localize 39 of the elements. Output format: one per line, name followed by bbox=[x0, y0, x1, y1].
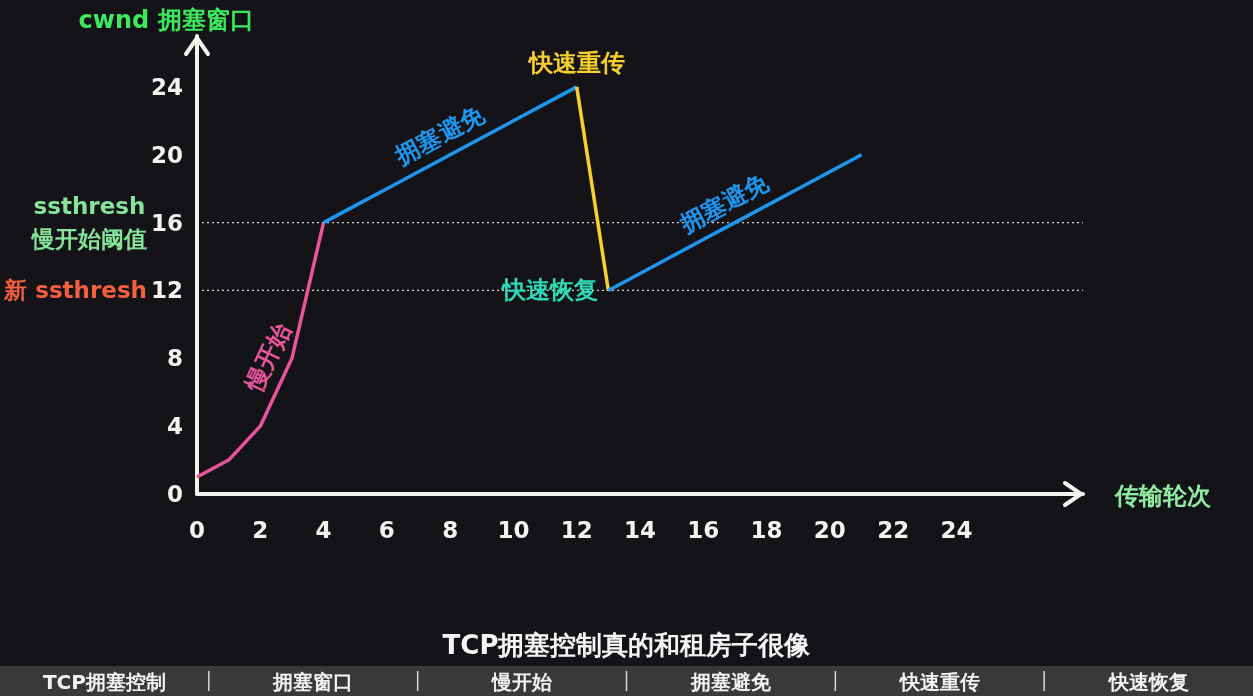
ref-line-label: ssthresh 慢开始阈值 bbox=[30, 193, 147, 253]
annotation: 快速恢复 bbox=[500, 276, 599, 305]
text: 拥塞避免 bbox=[389, 99, 490, 171]
ref-line-label: 新 ssthresh bbox=[3, 277, 147, 304]
x-axis-title: 传输轮次 bbox=[1114, 482, 1212, 510]
y-tick-label: 12 bbox=[150, 277, 183, 304]
line-series bbox=[321, 85, 579, 225]
x-tick-label: 22 bbox=[877, 517, 910, 543]
text: TCP拥塞控制 bbox=[42, 670, 166, 694]
x-tick-label: 20 bbox=[813, 517, 846, 543]
y-tick-label: 8 bbox=[166, 345, 183, 372]
x-tick-label: 8 bbox=[442, 517, 459, 543]
text: 快速恢复 bbox=[1106, 670, 1189, 694]
x-tick-label: 16 bbox=[687, 517, 720, 543]
x-tick-label: 2 bbox=[252, 517, 269, 543]
y-tick-label: 4 bbox=[166, 413, 183, 440]
y-tick-label: 20 bbox=[150, 141, 183, 168]
y-axis-title: cwnd 拥塞窗口 bbox=[78, 6, 254, 34]
y-tick-label: 0 bbox=[166, 481, 183, 507]
x-tick-label: 24 bbox=[940, 517, 973, 543]
line-series bbox=[195, 220, 326, 479]
line-series bbox=[606, 152, 864, 293]
x-tick-label: 12 bbox=[560, 517, 593, 543]
text: 拥塞避免 bbox=[689, 670, 772, 694]
y-tick-label: 24 bbox=[150, 73, 183, 100]
x-tick-label: 6 bbox=[378, 517, 395, 543]
x-tick-label: 18 bbox=[750, 517, 783, 543]
text: 慢开始 bbox=[491, 670, 554, 694]
text: 慢开始 bbox=[239, 318, 297, 398]
x-tick-label: 4 bbox=[315, 517, 332, 543]
text: 拥塞窗口 bbox=[272, 670, 354, 694]
x-tick-label: 10 bbox=[497, 517, 530, 543]
text: 快速重传 bbox=[897, 670, 980, 694]
annotation: 快速重传 bbox=[526, 48, 625, 77]
x-tick-label: 0 bbox=[188, 517, 206, 543]
x-tick-label: 14 bbox=[623, 517, 657, 543]
text: TCP拥塞控制真的和租房子很像 bbox=[442, 630, 812, 660]
text: 拥塞避免 bbox=[674, 167, 775, 239]
y-tick-label: 16 bbox=[150, 209, 183, 236]
